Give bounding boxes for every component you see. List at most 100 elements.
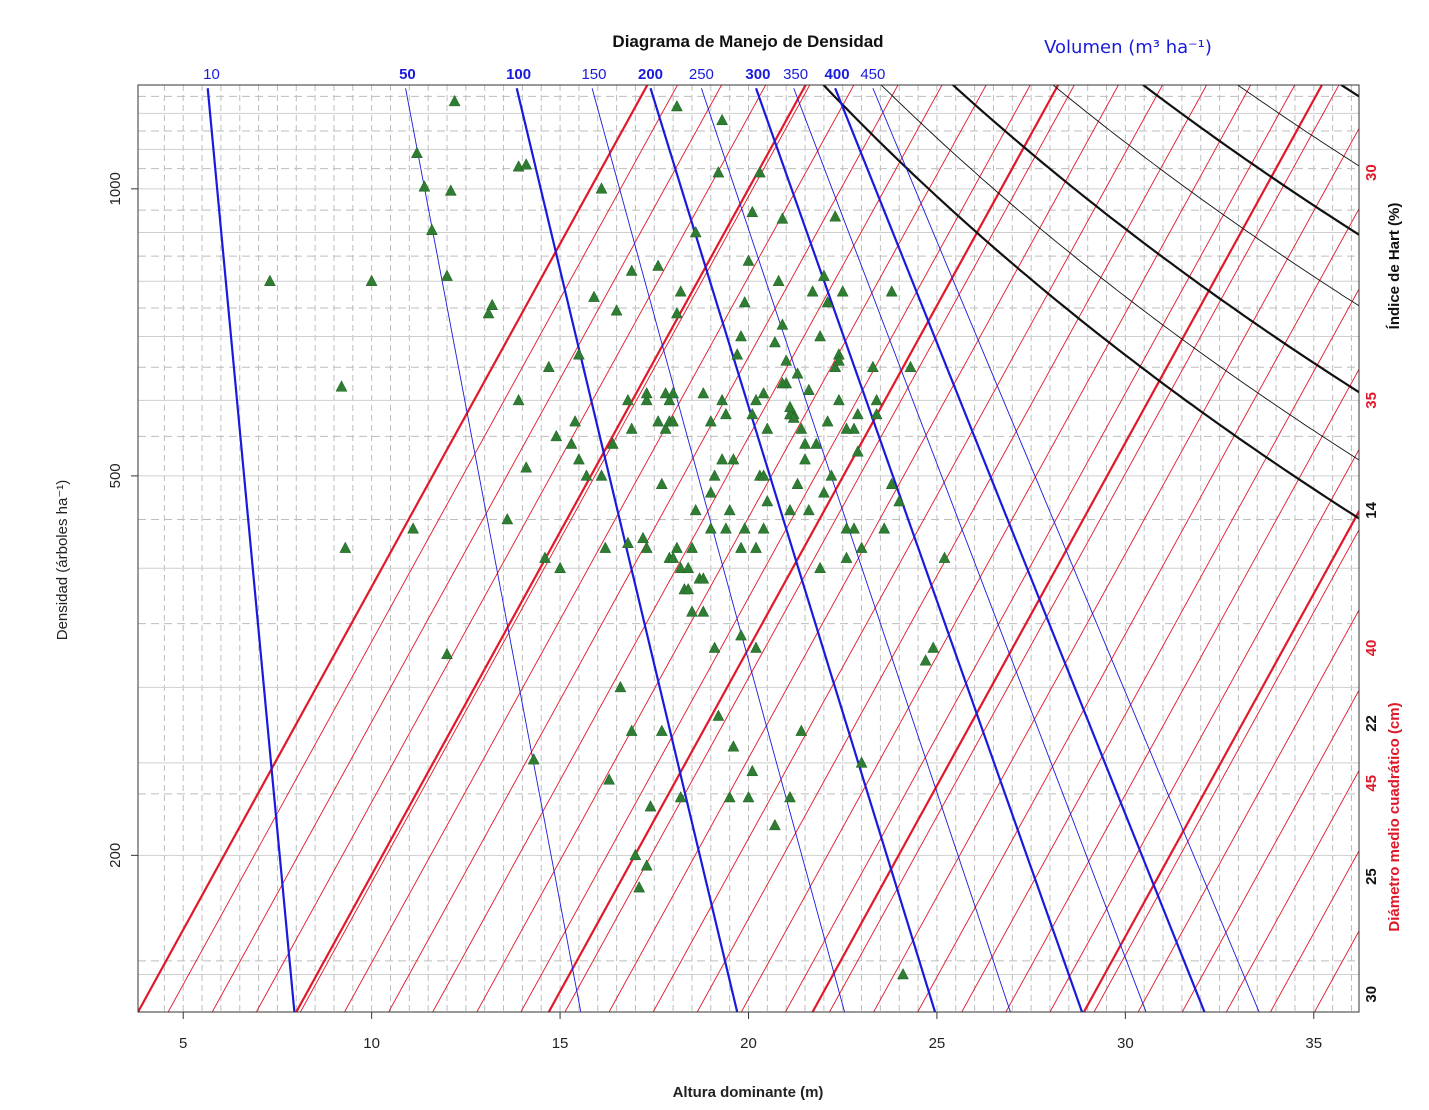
dq-line-thin	[740, 85, 1252, 1012]
dq-line-bold	[811, 85, 1323, 1012]
x-tick-label: 10	[363, 1035, 380, 1052]
dq-line-thin	[1005, 368, 1359, 1012]
data-point	[735, 541, 747, 553]
data-point	[652, 415, 665, 427]
data-point	[851, 445, 864, 457]
chart-title: Diagrama de Manejo de Densidad	[612, 32, 883, 51]
data-point	[512, 393, 525, 406]
data-point	[817, 486, 830, 498]
volume-top-label: 450	[860, 66, 885, 83]
data-point	[410, 146, 423, 158]
data-point	[825, 469, 838, 481]
x-tick-label: 30	[1117, 1035, 1134, 1052]
data-point	[655, 724, 668, 736]
data-point	[712, 166, 725, 178]
volume-line	[754, 87, 1084, 1012]
data-point	[829, 210, 842, 222]
data-point	[802, 383, 815, 395]
data-point	[893, 494, 906, 507]
data-point	[637, 531, 649, 544]
volume-top-label: 150	[581, 66, 606, 83]
data-point	[735, 329, 747, 342]
data-point	[791, 367, 804, 379]
dq-line-bold	[1082, 509, 1359, 1012]
data-point	[697, 386, 710, 399]
data-point	[776, 376, 789, 389]
dq-line-bold	[295, 85, 807, 1012]
data-point	[652, 259, 665, 271]
x-tick-label: 35	[1305, 1035, 1322, 1052]
data-point	[927, 641, 940, 653]
data-point	[667, 415, 680, 427]
data-point	[836, 285, 849, 297]
data-point	[787, 411, 800, 423]
data-point	[885, 477, 898, 489]
data-point	[832, 393, 845, 406]
hart-curve	[880, 85, 1359, 461]
data-point	[784, 400, 796, 413]
right-black-tick-label: 14	[1363, 501, 1380, 518]
data-point	[640, 386, 653, 399]
data-point	[750, 541, 762, 553]
data-point	[539, 551, 551, 563]
data-point	[603, 773, 616, 785]
data-point	[919, 654, 932, 666]
data-point	[550, 429, 563, 442]
data-point	[885, 285, 898, 297]
data-point	[821, 295, 834, 308]
data-point	[821, 415, 834, 427]
dq-line-thin	[1093, 528, 1359, 1012]
data-point	[768, 818, 781, 831]
hart-curve	[822, 85, 1359, 520]
right-black-tick-label: 25	[1363, 868, 1380, 885]
data-point	[712, 709, 725, 721]
data-point	[753, 166, 766, 178]
data-point	[791, 477, 804, 489]
data-point	[746, 764, 759, 777]
data-point	[866, 360, 879, 372]
data-point	[670, 99, 683, 112]
dq-line-thin	[961, 288, 1359, 1012]
data-point	[938, 551, 951, 563]
data-point	[621, 393, 634, 406]
data-point	[776, 318, 789, 330]
dq-line-thin	[1225, 769, 1359, 1012]
right-black-tick-label: 22	[1363, 715, 1380, 732]
dq-line-thin	[1137, 609, 1359, 1012]
right-axis-label-dq: Diámetro medio cuadrático (cm)	[1386, 702, 1403, 931]
dq-line-thin	[564, 85, 1075, 1012]
volume-line	[834, 87, 1206, 1012]
dq-line-thin	[1403, 85, 1429, 1012]
volume-top-label: 400	[825, 66, 850, 83]
dq-line-thin	[652, 85, 1163, 1012]
data-point	[625, 724, 638, 736]
data-point	[674, 285, 687, 297]
data-point	[554, 561, 567, 574]
volume-top-label: 10	[203, 66, 220, 83]
data-point	[738, 295, 751, 308]
data-point	[723, 503, 736, 516]
data-point	[670, 541, 683, 553]
y-axis-label: Densidad (árboles ha⁻¹)	[54, 480, 71, 641]
data-point	[542, 360, 555, 372]
data-point	[832, 354, 845, 366]
data-point	[572, 453, 585, 465]
data-point	[761, 422, 774, 434]
data-point	[799, 437, 811, 449]
data-point	[659, 386, 672, 399]
data-point	[727, 740, 740, 752]
data-point	[527, 753, 540, 765]
data-point	[659, 422, 672, 434]
data-point	[606, 437, 619, 449]
data-point	[689, 503, 702, 516]
right-tick-labels: 30 35 40 45 14 22 25 30	[1363, 164, 1380, 1002]
data-point	[829, 360, 842, 372]
hart-curve	[1052, 85, 1359, 307]
data-point	[731, 348, 744, 360]
data-point	[746, 407, 759, 420]
data-point	[441, 269, 453, 281]
data-point	[780, 354, 793, 366]
data-point	[448, 94, 461, 107]
dq-line-thin	[1270, 849, 1359, 1012]
